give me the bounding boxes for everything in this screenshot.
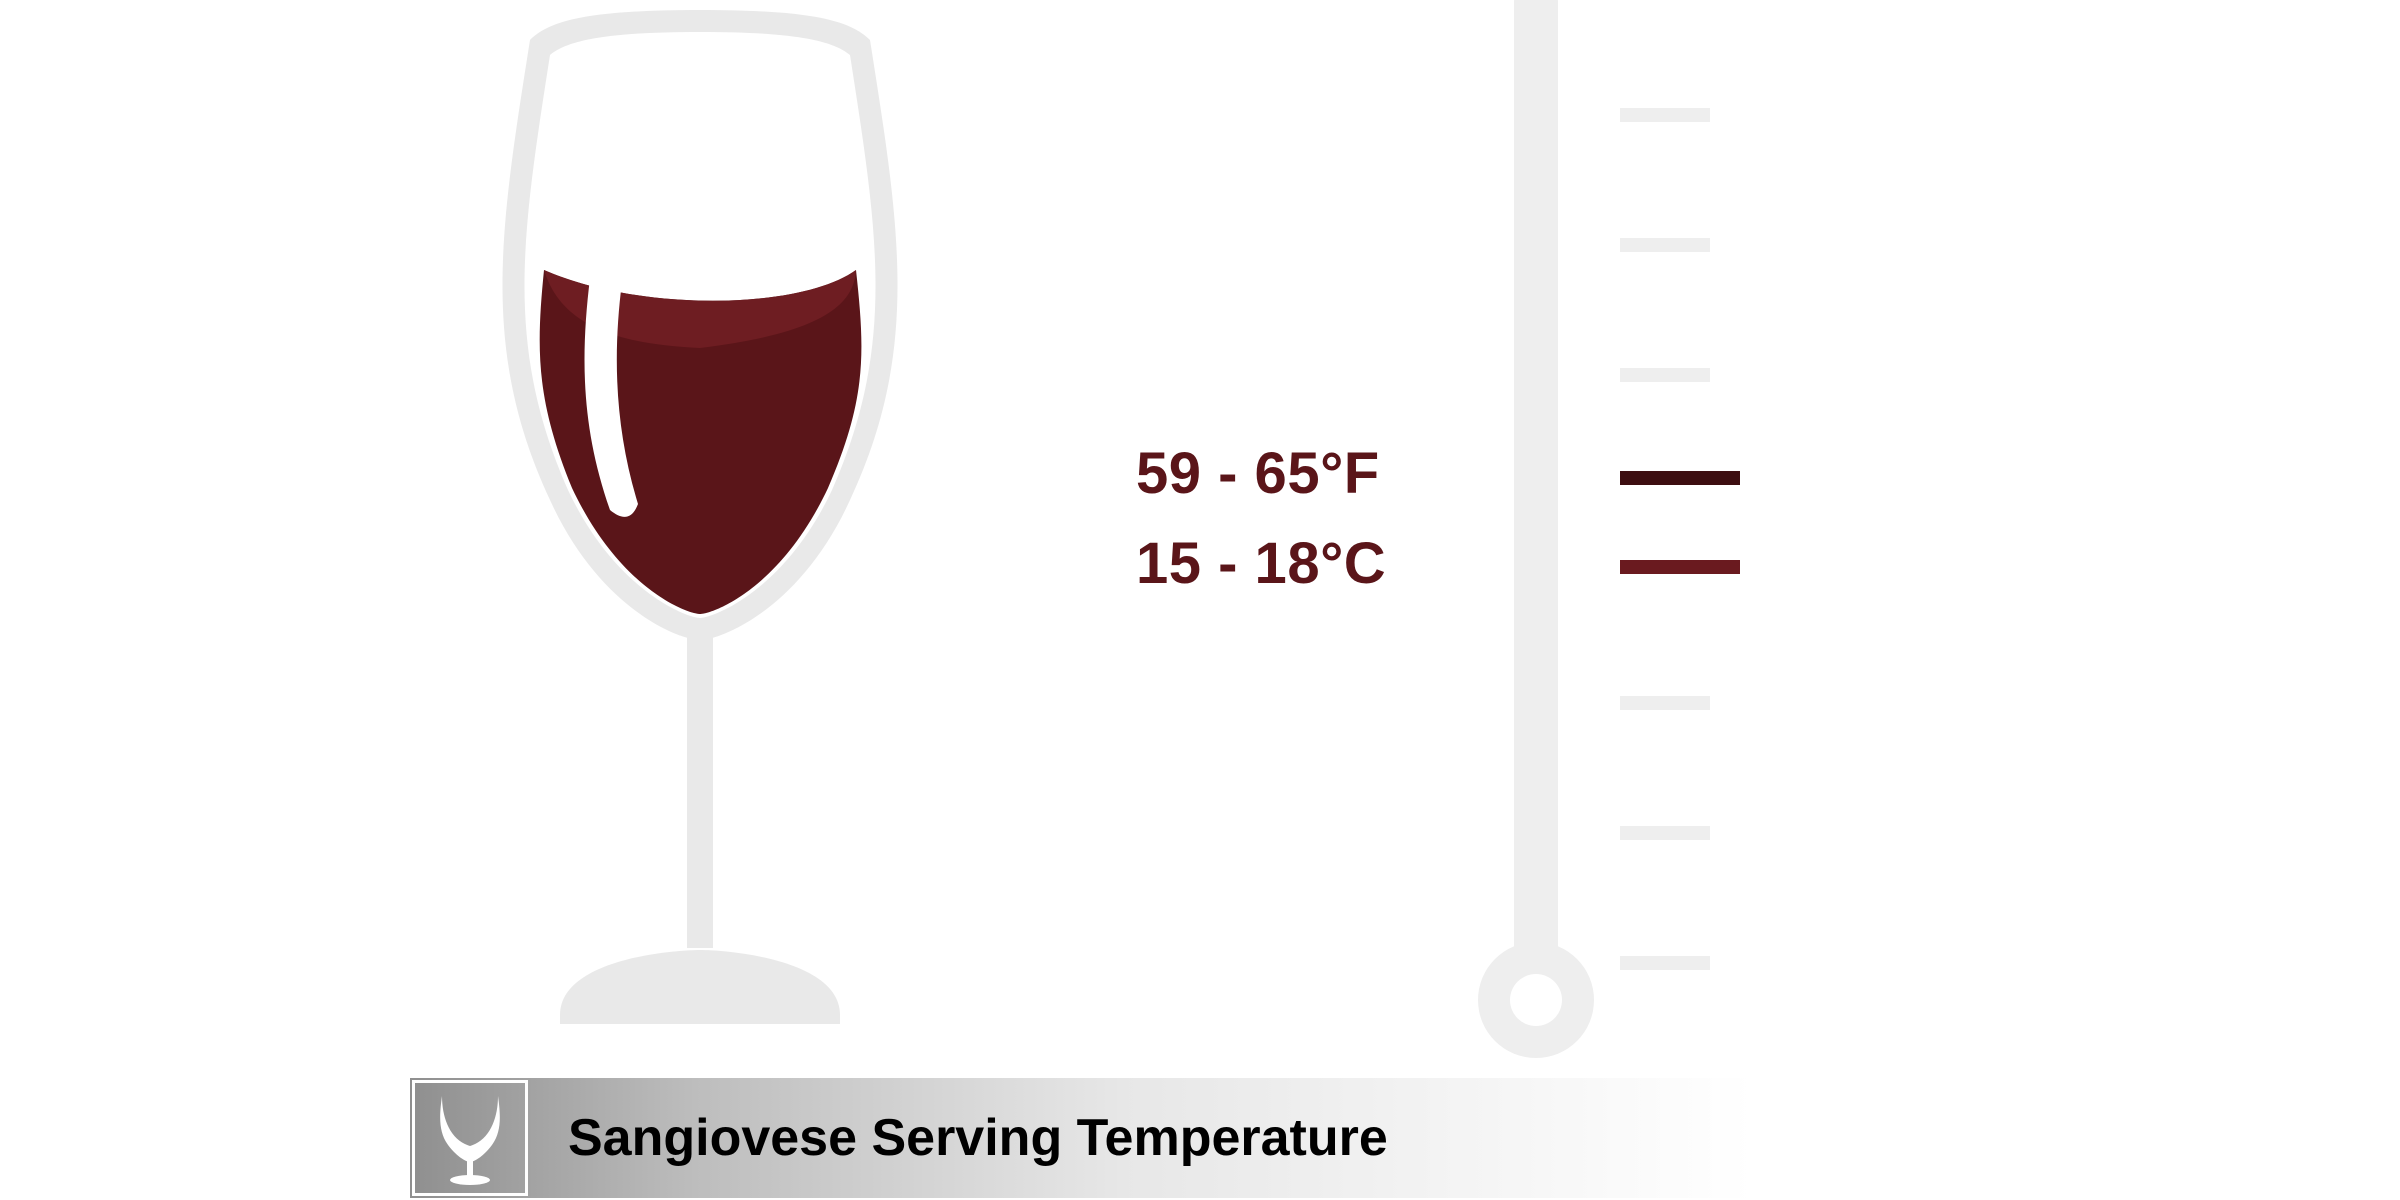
- thermometer-tick: [1620, 560, 1740, 574]
- logo-box: [412, 1080, 528, 1196]
- title-text: Sangiovese Serving Temperature: [568, 1108, 1388, 1168]
- temperature-fahrenheit: 59 - 65°F: [1136, 440, 1380, 507]
- temperature-celsius: 15 - 18°C: [1136, 530, 1386, 597]
- thermometer-tick: [1620, 368, 1710, 382]
- thermometer-tick: [1620, 238, 1710, 252]
- infographic-canvas: 59 - 65°F 15 - 18°C Sangiovese Serving T…: [0, 0, 2400, 1200]
- wine-glass-icon: [430, 1090, 510, 1186]
- thermometer-tick: [1620, 471, 1740, 485]
- thermometer-illustration: [1456, 0, 1616, 1100]
- thermometer-tick: [1620, 956, 1710, 970]
- thermometer-tick: [1620, 696, 1710, 710]
- thermometer-tick: [1620, 108, 1710, 122]
- thermometer-tick: [1620, 826, 1710, 840]
- wine-glass-illustration: [440, 0, 960, 1060]
- title-bar: Sangiovese Serving Temperature: [410, 1078, 1990, 1198]
